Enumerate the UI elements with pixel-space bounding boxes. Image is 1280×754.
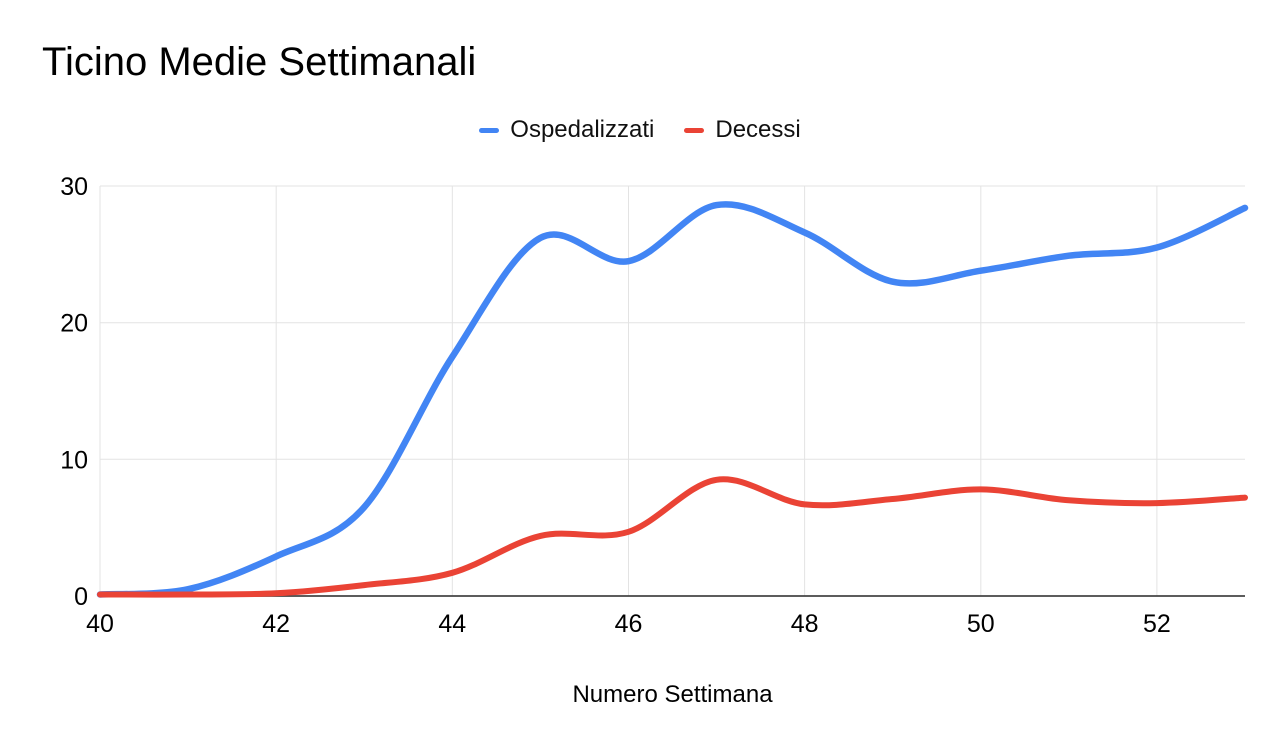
x-axis-title: Numero Settimana (572, 681, 773, 708)
series-line-decessi (97, 476, 1248, 598)
series-swatch-ospedalizzati (479, 127, 500, 133)
y-tick-label: 10 (60, 446, 88, 474)
legend-item-decessi[interactable]: Decessi (684, 116, 801, 144)
x-tick-label: 40 (86, 610, 114, 638)
series-swatch-decessi (684, 127, 705, 133)
x-tick-label: 42 (262, 610, 290, 638)
x-tick-label: 50 (967, 610, 995, 638)
legend-label-decessi: Decessi (715, 116, 801, 143)
y-tick-label: 0 (74, 583, 88, 611)
legend-item-ospedalizzati[interactable]: Ospedalizzati (479, 116, 654, 144)
y-tick-label: 20 (60, 310, 88, 338)
x-tick-label: 46 (615, 610, 643, 638)
x-tick-label: 44 (438, 610, 466, 638)
y-tick-label: 30 (60, 173, 88, 201)
chart-title: Ticino Medie Settimanali (42, 40, 477, 84)
x-tick-label: 52 (1143, 610, 1171, 638)
series-line-ospedalizzati (96, 201, 1249, 598)
x-tick-label: 48 (791, 610, 819, 638)
legend: Ospedalizzati Decessi (0, 114, 1280, 146)
legend-label-ospedalizzati: Ospedalizzati (510, 116, 655, 143)
